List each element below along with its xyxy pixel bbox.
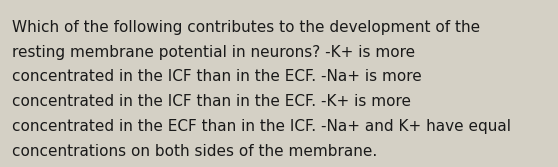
Text: concentrated in the ICF than in the ECF. -Na+ is more: concentrated in the ICF than in the ECF.…	[12, 69, 422, 85]
Text: concentrations on both sides of the membrane.: concentrations on both sides of the memb…	[12, 144, 378, 159]
Text: resting membrane potential in neurons? -K+ is more: resting membrane potential in neurons? -…	[12, 45, 415, 60]
Text: concentrated in the ECF than in the ICF. -Na+ and K+ have equal: concentrated in the ECF than in the ICF.…	[12, 119, 511, 134]
Text: Which of the following contributes to the development of the: Which of the following contributes to th…	[12, 20, 480, 35]
Text: concentrated in the ICF than in the ECF. -K+ is more: concentrated in the ICF than in the ECF.…	[12, 94, 411, 109]
